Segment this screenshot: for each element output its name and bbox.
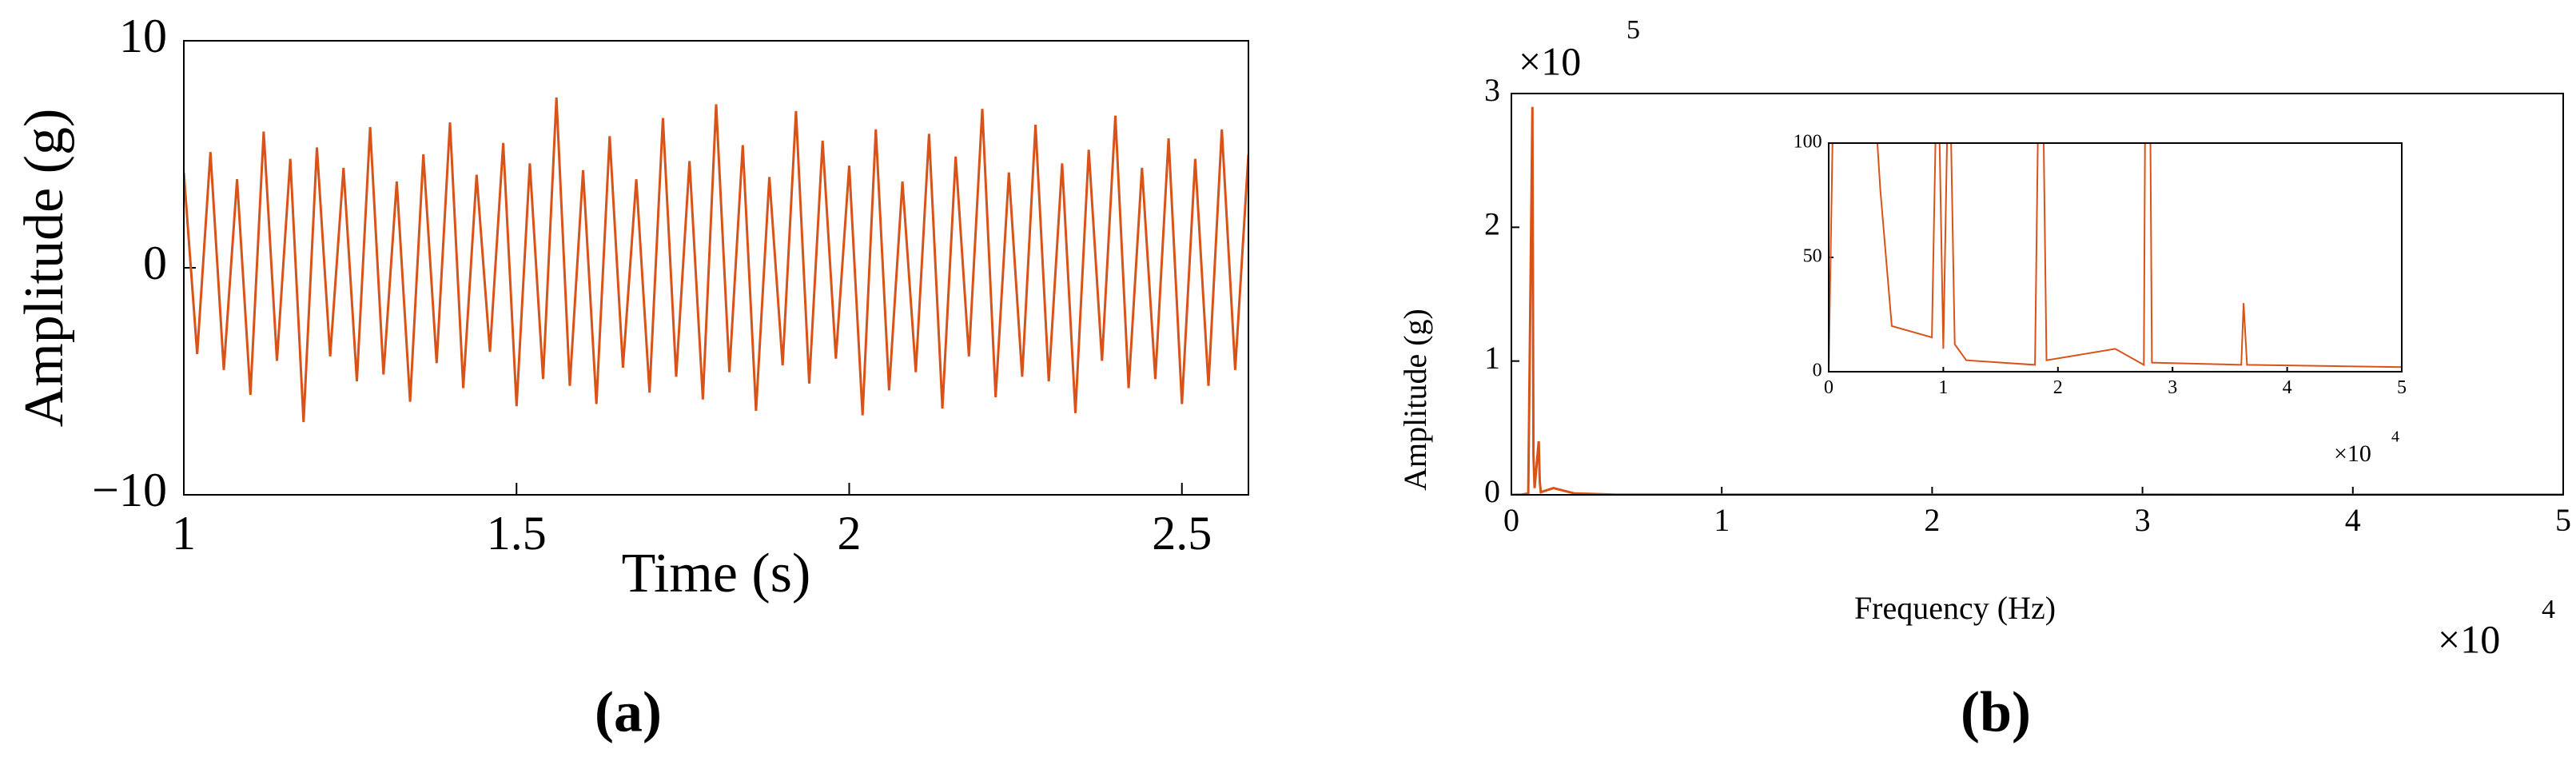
panel-label: (b) (1961, 680, 2031, 744)
y-multiplier: ×10 (1519, 38, 1581, 83)
y-axis-label: Amplitude (g) (1397, 309, 1433, 491)
x-tick-label: 5 (2397, 377, 2407, 398)
x-tick-label: 2.5 (1152, 507, 1212, 560)
x-tick-label: 3 (2135, 502, 2151, 538)
y-tick-label: 1 (1484, 340, 1500, 376)
y-tick-label: 0 (143, 237, 167, 289)
y-tick-label: 0 (1813, 361, 1822, 381)
x-tick-label: 4 (2345, 502, 2361, 538)
y-tick-label: 100 (1794, 132, 1822, 153)
plot-frame (1511, 93, 2564, 496)
x-tick-label: 0 (1503, 502, 1519, 538)
x-tick-label: 2 (1924, 502, 1940, 538)
y-tick-label: 3 (1484, 72, 1500, 108)
plot-frame (1828, 142, 2403, 373)
x-tick-label: 1.5 (487, 507, 547, 560)
x-multiplier: ×10 (2334, 440, 2371, 467)
x-tick-label: 1 (1938, 377, 1948, 398)
x-tick-label: 1 (1714, 502, 1730, 538)
x-exponent: 4 (2391, 428, 2399, 446)
signal-line (184, 97, 1248, 423)
y-tick-label: 2 (1484, 206, 1500, 242)
x-multiplier: ×10 (2438, 616, 2500, 661)
plot-frame (183, 40, 1249, 496)
x-tick-label: 2 (838, 507, 862, 560)
y-exponent: 5 (1626, 15, 1640, 45)
x-tick-label: 4 (2283, 377, 2292, 398)
y-tick-label: 50 (1803, 246, 1822, 267)
x-tick-label: 0 (1824, 377, 1833, 398)
signal-line (1829, 143, 2402, 372)
x-tick-label: 2 (2053, 377, 2063, 398)
x-axis-label: Frequency (Hz) (1854, 590, 2056, 626)
y-tick-label: 0 (1484, 473, 1500, 509)
y-tick-label: 10 (119, 10, 167, 62)
plot-area (1829, 143, 2402, 372)
x-tick-label: 3 (2168, 377, 2177, 398)
y-axis-label: Amplitude (g) (14, 109, 75, 428)
x-tick-label: 5 (2555, 502, 2571, 538)
x-exponent: 4 (2542, 595, 2555, 624)
x-axis-label: Time (s) (622, 543, 811, 604)
x-tick-label: 1 (172, 507, 196, 560)
y-tick-label: −10 (92, 464, 167, 516)
panel-label: (a) (595, 680, 662, 744)
